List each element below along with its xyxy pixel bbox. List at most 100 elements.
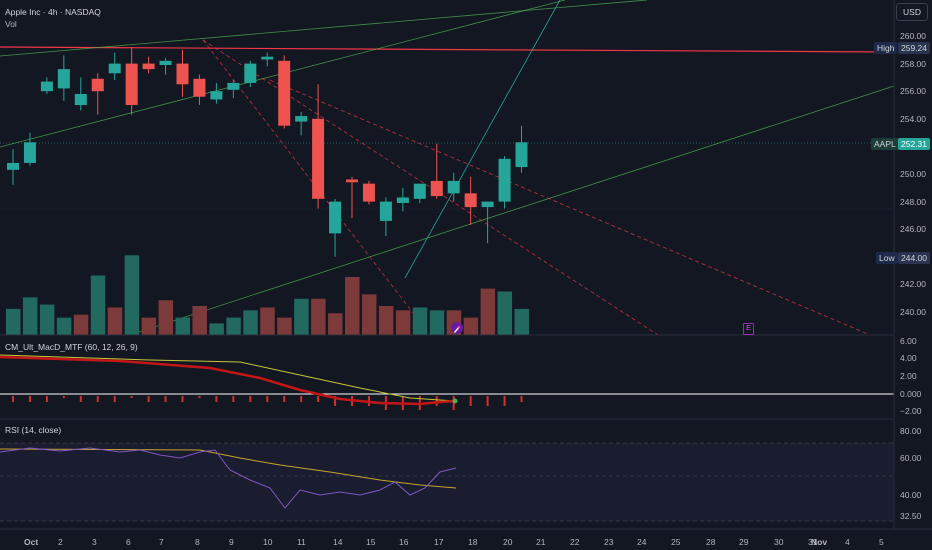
macd-title: CM_Ult_MacD_MTF (60, 12, 26, 9) <box>5 342 138 352</box>
trend-line <box>202 39 431 336</box>
volume-bar <box>311 298 326 335</box>
macd-tick: 0.000 <box>900 389 922 399</box>
rsi-tick: 32.50 <box>900 511 922 521</box>
time-tick: 17 <box>434 537 444 547</box>
rocket-icon[interactable] <box>451 322 463 334</box>
volume-bar <box>6 308 21 335</box>
time-tick: 10 <box>263 537 273 547</box>
rsi-tick: 40.00 <box>900 490 922 500</box>
volume-bar <box>56 317 72 335</box>
candle-body <box>244 63 257 83</box>
volume-bar <box>395 310 411 335</box>
trend-line <box>129 85 895 336</box>
price-tick: 242.00 <box>900 279 926 290</box>
time-tick: Nov <box>811 537 828 547</box>
earnings-marker[interactable]: E <box>743 323 754 335</box>
price-tick: 240.00 <box>900 307 926 317</box>
time-tick: Oct <box>24 537 39 547</box>
macd-tick: −2.00 <box>900 406 922 416</box>
candle-body <box>227 82 240 90</box>
low-value: 244.00 <box>898 252 930 264</box>
candle-body <box>125 63 138 105</box>
price-tick: 248.00 <box>900 196 926 207</box>
candle-body <box>430 180 443 197</box>
rsi-title: RSI (14, close) <box>5 425 62 435</box>
volume-bar <box>328 313 343 335</box>
candle-body <box>346 179 358 183</box>
rsi-tick: 80.00 <box>900 426 922 436</box>
trend-line <box>404 0 561 279</box>
candle-body <box>7 162 19 170</box>
candle-body <box>379 201 392 221</box>
candle-body <box>515 142 528 168</box>
macd-histogram-bar <box>215 396 218 402</box>
volume-bar <box>39 304 55 335</box>
candle-body <box>23 142 36 163</box>
volume-bar <box>124 255 140 335</box>
trend-line <box>202 39 659 336</box>
volume-bar <box>243 310 258 335</box>
macd-histogram-bar <box>520 396 523 402</box>
time-tick: 16 <box>399 537 409 547</box>
volume-bar <box>514 308 529 335</box>
candle-body <box>278 60 291 126</box>
ticker-label: AAPL <box>871 138 899 150</box>
volume-bar <box>345 277 360 335</box>
volume-bar <box>429 310 445 335</box>
price-tick: 256.00 <box>900 86 926 97</box>
time-tick: 28 <box>706 537 716 547</box>
macd-histogram-bar <box>147 396 150 402</box>
candle-body <box>329 201 342 234</box>
volume-bar <box>22 297 38 335</box>
volume-bar <box>260 307 275 335</box>
currency-button[interactable]: USD <box>896 3 928 21</box>
macd-histogram-bar <box>503 396 506 406</box>
high-line <box>0 46 895 53</box>
macd-histogram-bar <box>435 396 438 406</box>
volume-bar <box>277 317 292 335</box>
macd-histogram-bar <box>317 396 320 402</box>
price-tick: 250.00 <box>900 169 926 179</box>
time-tick: 20 <box>503 537 513 547</box>
macd-histogram-bar <box>181 396 184 402</box>
high-value: 259.24 <box>898 42 930 54</box>
time-tick: 3 <box>92 537 97 547</box>
candle-body <box>108 63 121 74</box>
price-tick: 260.00 <box>900 31 926 41</box>
macd-histogram-bar <box>300 396 303 402</box>
time-tick: 30 <box>774 537 784 547</box>
candle-body <box>464 193 477 208</box>
macd-histogram-bar <box>334 396 337 406</box>
time-tick: 9 <box>229 537 234 547</box>
trend-line <box>0 0 648 57</box>
volume-bar <box>158 300 174 335</box>
candle-body <box>481 201 494 208</box>
time-tick: 6 <box>126 537 131 547</box>
time-tick: 14 <box>333 537 343 547</box>
rsi-tick: 60.00 <box>900 453 922 463</box>
candle-body <box>159 60 172 65</box>
signal-line <box>0 354 456 402</box>
macd-histogram-bar <box>266 396 269 402</box>
macd-histogram-bar <box>249 396 252 402</box>
price-tick: 246.00 <box>900 224 926 235</box>
time-tick: 23 <box>604 537 614 547</box>
price-tick: 254.00 <box>900 113 926 124</box>
chart-title: Apple Inc · 4h · NASDAQ <box>5 7 101 17</box>
price-tick: 258.00 <box>900 58 926 69</box>
time-tick: 24 <box>637 537 647 547</box>
macd-histogram-bar <box>232 396 235 402</box>
candle-body <box>142 63 155 70</box>
time-tick: 11 <box>297 537 306 547</box>
volume-bar <box>141 317 157 335</box>
candle-body <box>312 118 325 199</box>
low-label: Low <box>876 252 898 264</box>
time-tick: 18 <box>468 537 478 547</box>
macd-histogram-bar <box>198 396 201 398</box>
macd-histogram-bar <box>45 396 48 402</box>
last-price-badge: 252.31 <box>898 138 930 150</box>
candle-body <box>261 56 274 60</box>
volume-label: Vol <box>5 19 17 29</box>
candle-body <box>176 63 189 85</box>
